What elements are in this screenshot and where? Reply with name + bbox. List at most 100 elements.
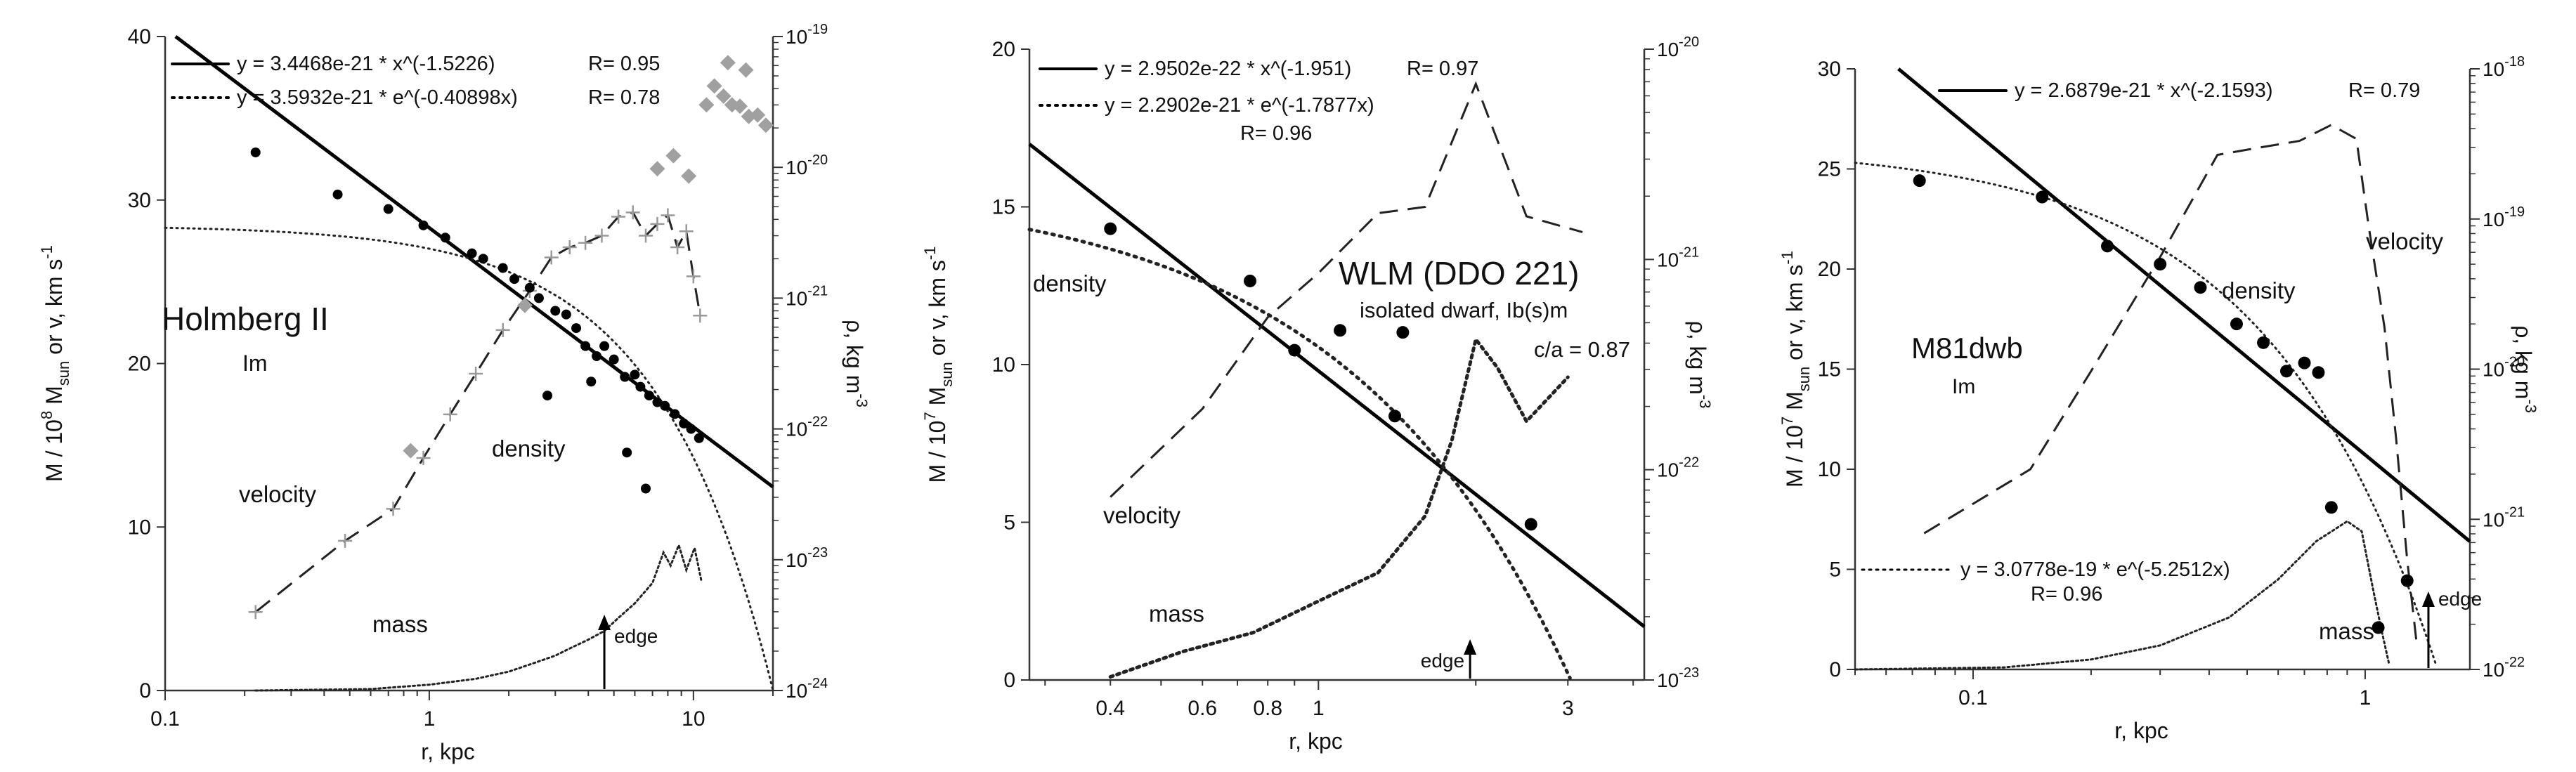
x-tick-label: 0.4	[1095, 697, 1125, 720]
edge-arrow-head	[598, 615, 611, 630]
velocity-point	[693, 308, 708, 323]
gray-diamond-point	[720, 55, 736, 71]
y-tick-label-right: 10-20	[1657, 34, 1699, 60]
legend-r-value: R= 0.95	[588, 53, 660, 75]
legend-equation: y = 3.0778e-19 * e^(-5.2512x)	[1960, 558, 2230, 581]
y-tick-label-left: 10	[1818, 458, 1841, 481]
axis-ratio-label: c/a = 0.87	[1534, 337, 1630, 362]
galaxy-type: Im	[1952, 375, 1975, 398]
density-point	[1913, 174, 1926, 188]
density-point	[2257, 336, 2270, 349]
mass-curve	[1854, 520, 2390, 671]
velocity-point	[611, 209, 626, 224]
density-point	[686, 424, 696, 434]
density-point	[694, 433, 704, 443]
velocity-point	[495, 322, 510, 337]
y-tick-label-left: 15	[992, 196, 1015, 219]
x-tick-label: 10	[682, 707, 705, 731]
y-tick-label-left: 30	[128, 189, 151, 212]
velocity-point	[386, 502, 401, 516]
edge-arrow-head	[2421, 591, 2435, 607]
density-point	[620, 372, 630, 382]
y-tick-label-right: 10-19	[2483, 204, 2525, 230]
x-axis-label: r, kpc	[2114, 718, 2168, 743]
density-point	[1334, 324, 1347, 337]
x-minor-ticks	[164, 691, 774, 700]
y-axis-label-right: ρ, kg m-3	[2511, 325, 2539, 413]
density-point	[2154, 258, 2167, 271]
density-point	[660, 400, 670, 411]
density-point	[1388, 410, 1402, 423]
density-point	[440, 233, 450, 243]
density-point	[2230, 318, 2243, 331]
edge-label: edge	[2438, 588, 2482, 610]
y-tick-label-right: 10-23	[786, 545, 828, 571]
density-point	[467, 248, 477, 259]
density-point	[1396, 326, 1410, 339]
y-tick-label-right: 10-22	[1657, 455, 1699, 481]
legend-r-value: R= 0.97	[1407, 58, 1478, 80]
gray-diamond-point	[649, 161, 665, 177]
y-tick-label-left: 40	[128, 25, 151, 48]
density-point	[250, 147, 261, 157]
power-law-fit-line	[1897, 67, 2471, 543]
y-tick-label-left: 30	[1818, 58, 1841, 81]
exponential-fit-curve	[1854, 162, 2438, 668]
density-point	[2036, 190, 2049, 204]
holmberg-ii-panel: 0.1 1 10 r, kpc 0 10 20 30 40 10-24 10-23 10-22 10-2…	[38, 22, 871, 764]
y-tick-label-right: 10-21	[2483, 504, 2525, 530]
velocity-point	[443, 407, 457, 421]
density-point	[641, 483, 651, 494]
legend-equation: y = 2.9502e-22 * x^(-1.951)	[1105, 58, 1351, 80]
gray-diamond-point	[757, 117, 774, 133]
density-point	[542, 391, 553, 401]
legend-r-value: R= 0.96	[1240, 122, 1312, 145]
density-point	[524, 282, 535, 293]
y-tick-label-left: 10	[128, 516, 151, 539]
galaxy-name: WLM (DDO 221)	[1339, 255, 1579, 292]
density-point	[2298, 356, 2311, 369]
gray-diamond-point	[750, 107, 766, 123]
velocity-point	[578, 235, 593, 250]
x-axis-label: r, kpc	[1289, 728, 1342, 754]
gray-diamond-point	[403, 443, 419, 459]
velocity-label: velocity	[239, 481, 317, 507]
density-point	[550, 306, 561, 316]
y-tick-label-left: 0	[1003, 669, 1015, 692]
gray-diamond-point	[706, 78, 722, 94]
density-point	[644, 391, 654, 401]
velocity-point	[670, 240, 685, 254]
gray-diamond-point	[516, 297, 533, 313]
y-tick-label-right: 10-19	[786, 22, 828, 48]
x-axis-label: r, kpc	[421, 739, 474, 764]
legend-equation: y = 2.6879e-21 * x^(-2.1593)	[2015, 79, 2272, 102]
density-point	[1244, 274, 1257, 287]
mass-label: mass	[372, 611, 428, 637]
density-point	[586, 377, 597, 387]
velocity-point	[686, 269, 701, 284]
edge-label: edge	[1421, 650, 1464, 672]
y-tick-label-left: 0	[139, 679, 151, 702]
y-tick-label-right: 10-21	[786, 283, 828, 309]
x-tick-label: 0.6	[1188, 697, 1217, 720]
y-tick-label-left: 5	[1829, 558, 1841, 582]
velocity-point	[661, 208, 675, 223]
density-point	[2400, 574, 2414, 587]
density-point	[571, 323, 582, 334]
y-tick-label-right: 10-22	[2483, 655, 2525, 681]
density-point	[635, 381, 646, 392]
velocity-point	[416, 450, 431, 465]
y-tick-label-left: 0	[1829, 658, 1841, 681]
y-tick-label-right: 10-24	[786, 676, 828, 702]
x-minor-ticks	[1044, 680, 1634, 690]
velocity-label: velocity	[2366, 228, 2444, 254]
y-tick-label-right: 10-20	[786, 152, 828, 178]
y-axis-label-right: ρ, kg m-3	[1685, 321, 1714, 409]
gray-diamond-point	[738, 62, 754, 78]
density-point	[630, 369, 640, 380]
y-tick-label-left: 20	[128, 353, 151, 376]
legend-r-value: R= 0.79	[2348, 79, 2420, 102]
density-point	[2279, 365, 2293, 378]
y-tick-label-right: 10-20	[2483, 355, 2525, 381]
y-tick-label-left: 10	[992, 353, 1015, 377]
